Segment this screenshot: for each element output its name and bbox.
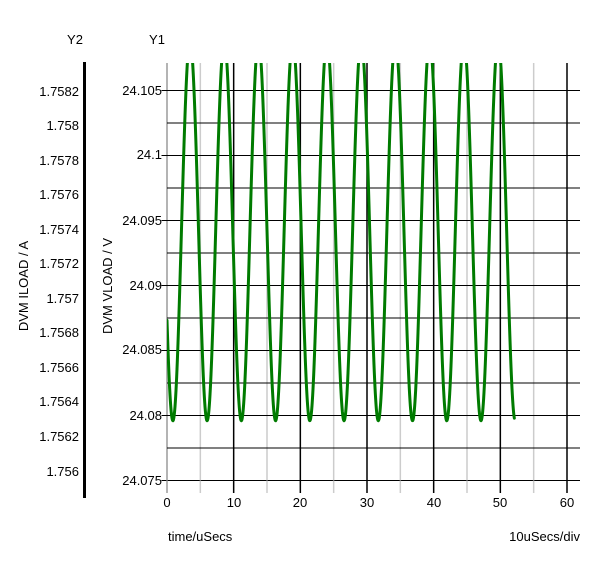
- y2-tick-label: 1.7576: [39, 187, 79, 202]
- y2-axis-title: Y2: [67, 32, 83, 47]
- y1-axis-title: Y1: [149, 32, 165, 47]
- y2-tick-label: 1.7574: [39, 222, 79, 237]
- y1-tick-label: 24.09: [129, 278, 162, 293]
- y2-tick-label: 1.757: [46, 291, 79, 306]
- waveform-curve-dvm-vload[interactable]: [167, 41, 516, 423]
- y2-axis-unit-label: DVM ILOAD / A: [16, 240, 31, 332]
- x-tick-label: 20: [292, 495, 308, 510]
- y2-tick-label: 1.758: [46, 118, 79, 133]
- x-tick-label: 40: [426, 495, 442, 510]
- y2-tick-label: 1.7582: [39, 84, 79, 99]
- y2-tick-label: 1.7572: [39, 256, 79, 271]
- y2-tick-label: 1.7566: [39, 360, 79, 375]
- y2-tick-label: 1.7578: [39, 153, 79, 168]
- y2-tick-label: 1.7568: [39, 325, 79, 340]
- y1-tick-label: 24.075: [122, 473, 162, 488]
- y2-tick-label: 1.756: [46, 464, 79, 479]
- x-tick-label: 0: [163, 495, 171, 510]
- y2-axis-line: [83, 62, 86, 498]
- x-axis-scale-label: 10uSecs/div: [509, 529, 580, 544]
- y1-tick-label: 24.105: [122, 83, 162, 98]
- y2-tick-label: 1.7562: [39, 429, 79, 444]
- x-tick-label: 50: [492, 495, 508, 510]
- x-tick-label: 60: [559, 495, 575, 510]
- x-axis-title: time/uSecs: [168, 529, 233, 544]
- y2-tick-label: 1.7564: [39, 394, 79, 409]
- y1-tick-label: 24.085: [122, 342, 162, 357]
- y1-tick-label: 24.1: [136, 147, 162, 162]
- y1-tick-label: 24.095: [122, 213, 162, 228]
- y1-tick-label: 24.08: [129, 408, 162, 423]
- x-tick-label: 10: [226, 495, 242, 510]
- x-tick-label: 30: [359, 495, 375, 510]
